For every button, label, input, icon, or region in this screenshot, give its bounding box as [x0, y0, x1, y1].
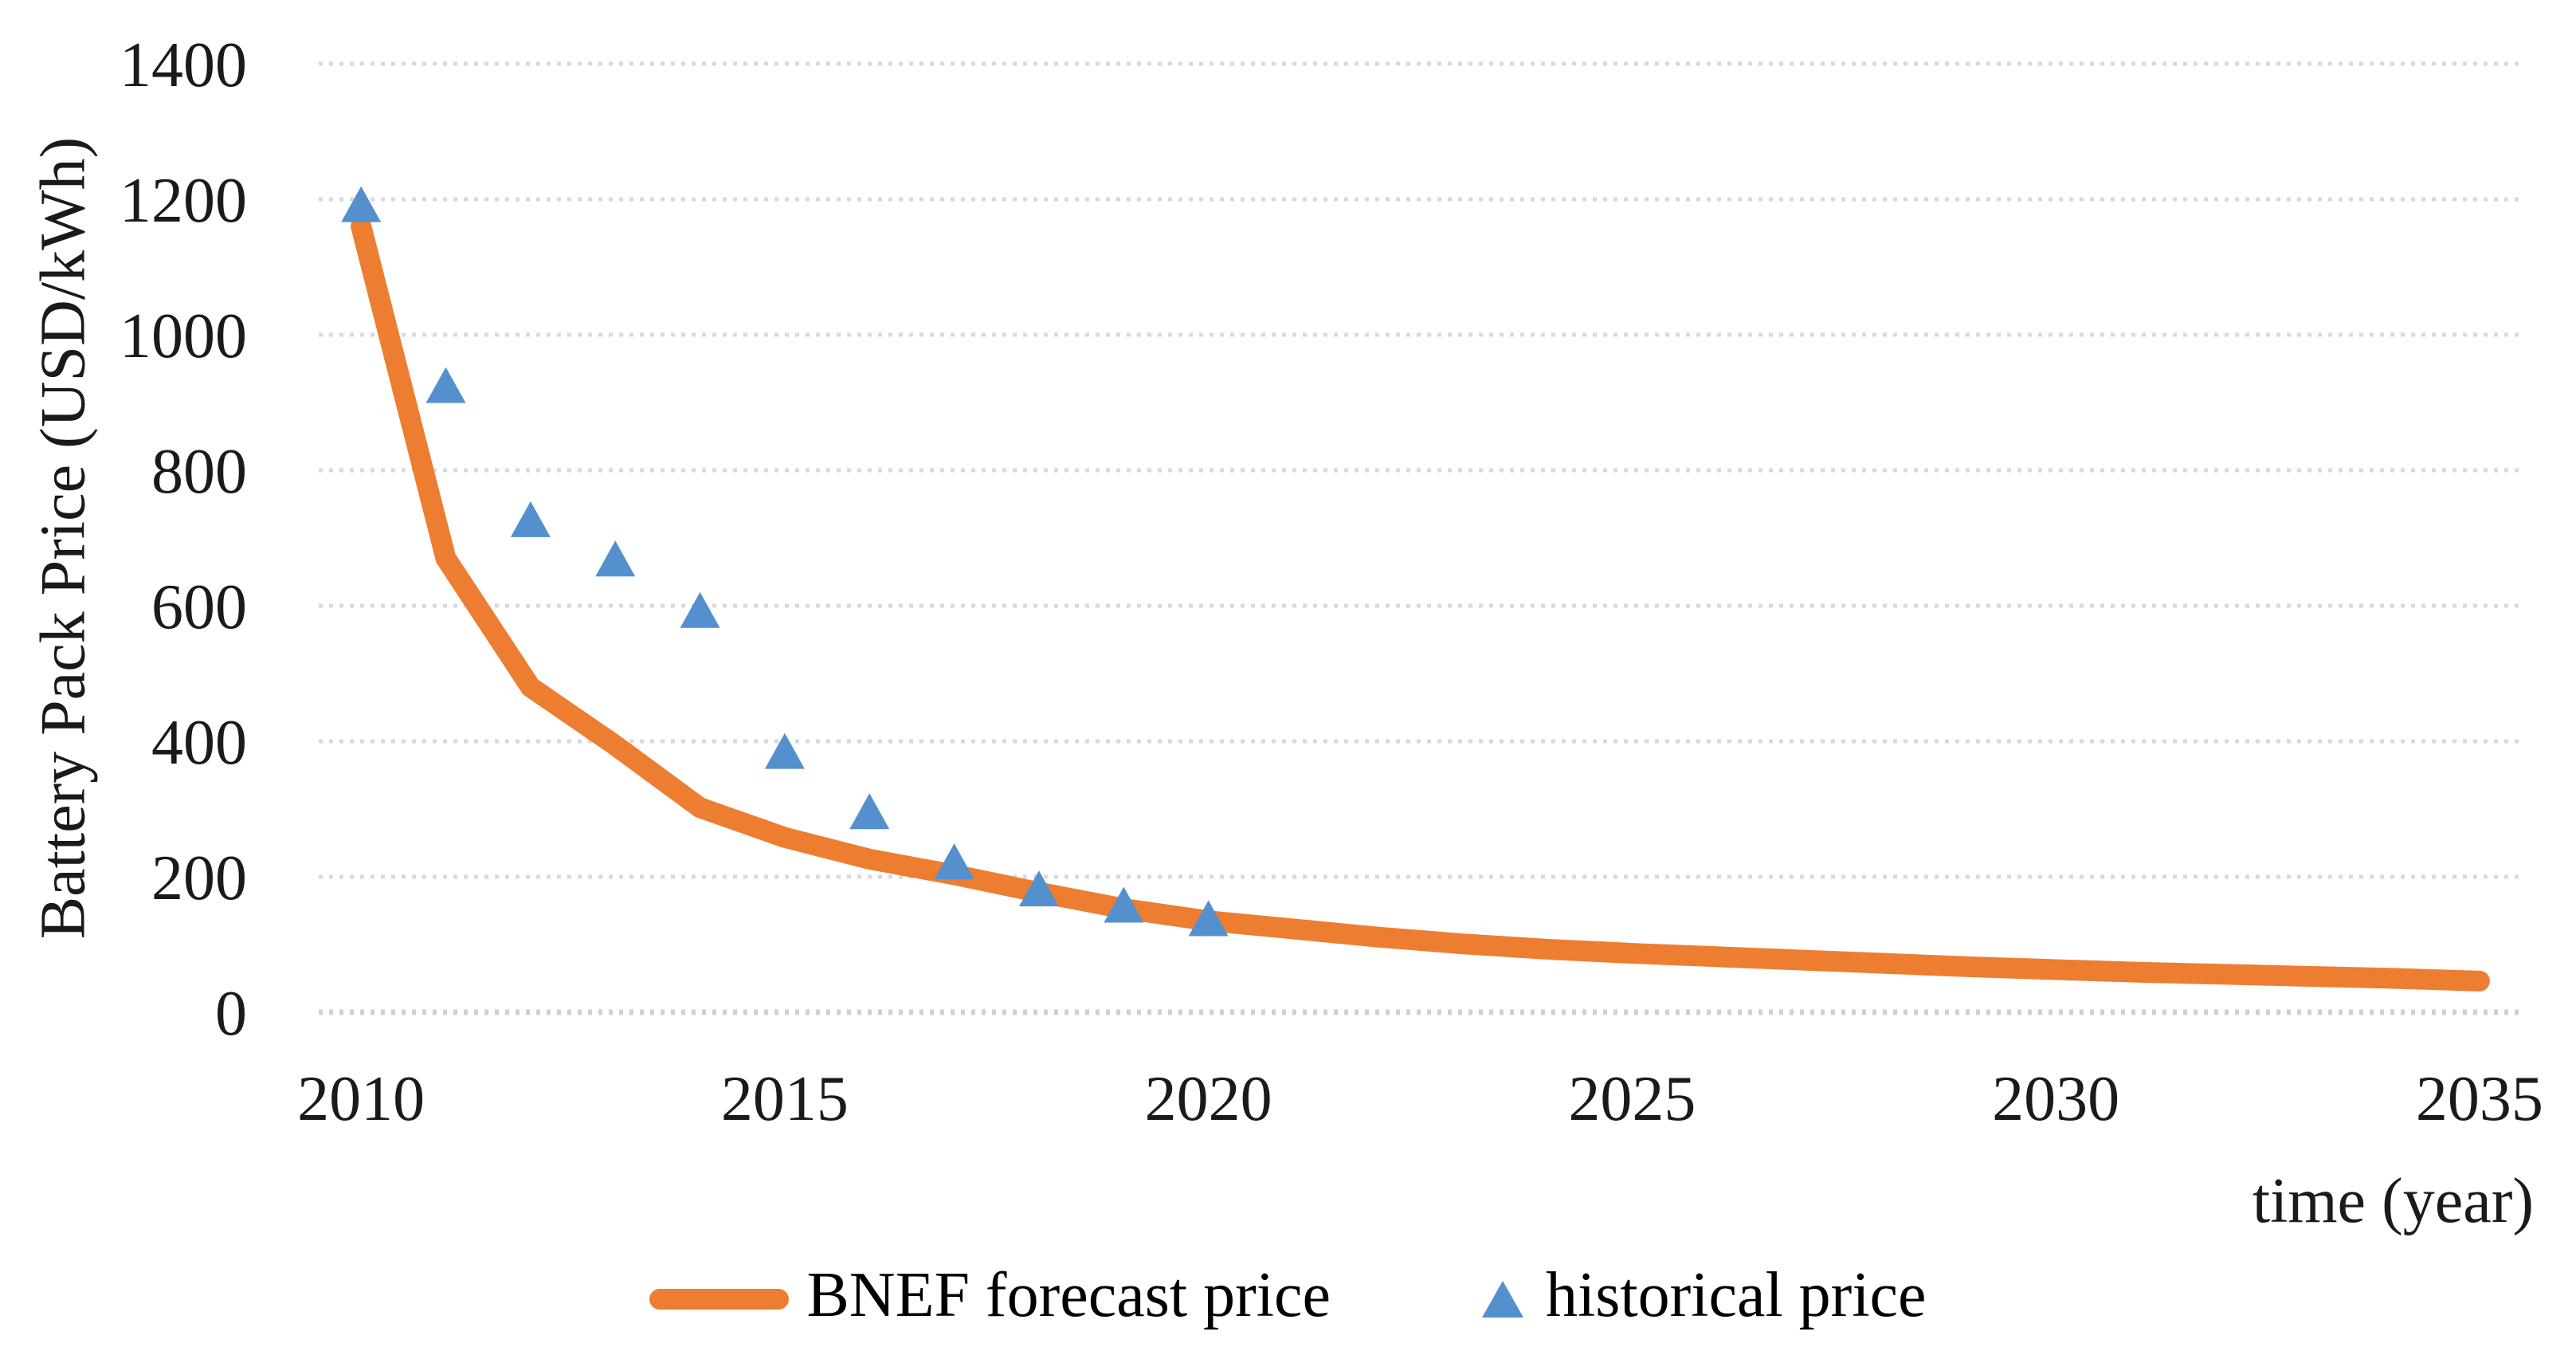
x-tick-label: 2020 — [1145, 1064, 1272, 1134]
historical-marker — [341, 186, 382, 222]
x-tick-label: 2010 — [297, 1064, 425, 1134]
y-tick-label: 600 — [151, 572, 247, 642]
x-tick-label: 2015 — [721, 1064, 849, 1134]
y-axis-title: Battery Pack Price (USD/kWh) — [28, 136, 99, 940]
historical-marker — [849, 793, 890, 830]
historical-marker — [510, 501, 551, 537]
y-tick-label: 400 — [151, 708, 247, 778]
legend-item-forecast: BNEF forecast price — [649, 1263, 1331, 1335]
historical-triangle-swatch-icon — [1481, 1281, 1523, 1318]
historical-marker — [425, 367, 466, 403]
x-tick-label: 2025 — [1568, 1064, 1696, 1134]
legend: BNEF forecast price historical price — [0, 1263, 2576, 1335]
historical-marker — [1188, 900, 1229, 937]
x-axis-title: time (year) — [2252, 1166, 2534, 1236]
historical-marker — [934, 843, 974, 880]
y-tick-label: 0 — [215, 979, 247, 1049]
historical-marker — [680, 591, 720, 628]
x-tick-label: 2030 — [1992, 1064, 2119, 1134]
historical-marker — [1104, 886, 1144, 923]
legend-item-historical: historical price — [1481, 1260, 1927, 1335]
forecast-line-swatch-icon — [649, 1289, 790, 1310]
historical-marker — [1018, 870, 1059, 907]
y-tick-label: 800 — [151, 437, 247, 507]
forecast-line — [351, 216, 2490, 992]
historical-marker — [595, 540, 636, 577]
x-tick-label: 2035 — [2416, 1064, 2543, 1134]
y-tick-label: 1400 — [120, 30, 247, 100]
y-tick-label: 1200 — [120, 166, 247, 236]
legend-label-forecast: BNEF forecast price — [806, 1260, 1331, 1330]
legend-label-historical: historical price — [1545, 1260, 1927, 1330]
historical-marker — [764, 732, 805, 769]
y-tick-label: 200 — [151, 843, 247, 913]
y-tick-label: 1000 — [120, 301, 247, 371]
